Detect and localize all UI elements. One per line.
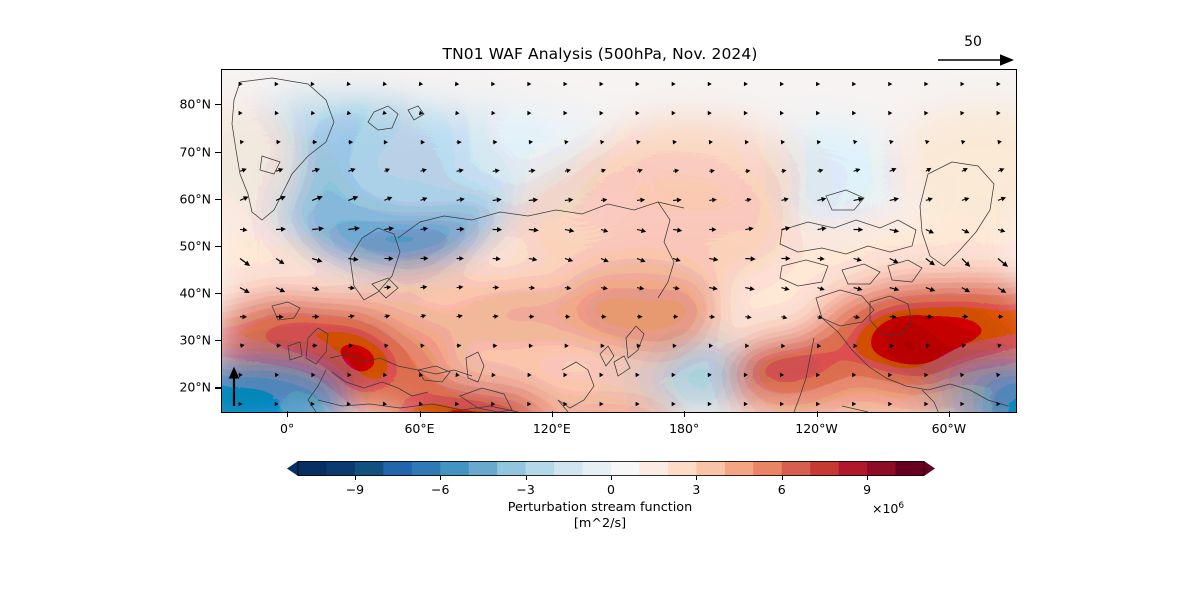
colorbar-title-line1: Perturbation stream function — [507, 500, 693, 515]
colorbar-tick-label: 3 — [692, 482, 701, 497]
y-tick-mark — [215, 151, 221, 153]
colorbar-tick-mark — [867, 476, 869, 480]
y-tick-label: 50°N — [179, 238, 211, 254]
colorbar-offset-base: ×10 — [872, 501, 899, 517]
y-tick-mark — [215, 245, 221, 247]
x-tick-mark — [948, 411, 950, 417]
chart-title: TN01 WAF Analysis (500hPa, Nov. 2024) — [442, 45, 758, 63]
x-tick-mark — [684, 411, 686, 417]
colorbar[interactable] — [287, 461, 935, 476]
x-tick-mark — [551, 411, 553, 417]
coastlines — [231, 77, 1009, 412]
y-tick-mark — [215, 198, 221, 200]
colorbar-offset-text: ×106 — [872, 501, 904, 516]
x-tick-label: 60°E — [404, 421, 435, 436]
colorbar-tick-mark — [354, 476, 356, 480]
x-tick-label: 120°E — [532, 421, 571, 436]
colorbar-tick-label: −6 — [431, 482, 450, 497]
colorbar-tick-label: −9 — [345, 482, 365, 497]
y-tick-label: 70°N — [179, 144, 211, 160]
y-tick-mark — [215, 340, 221, 342]
quiver-key-arrow — [938, 54, 1014, 66]
map-axes — [221, 69, 1017, 413]
map-field — [222, 70, 1016, 412]
quiver-key-label: 50 — [964, 34, 982, 50]
colorbar-tick-mark — [525, 476, 527, 480]
y-tick-mark — [215, 293, 221, 295]
colorbar-tick-mark — [440, 476, 442, 480]
x-tick-label: 60°W — [931, 421, 967, 436]
y-tick-label: 30°N — [179, 332, 211, 348]
y-tick-label: 60°N — [179, 191, 211, 207]
x-tick-label: 180° — [669, 421, 700, 436]
y-tick-label: 20°N — [179, 379, 211, 395]
y-tick-label: 80°N — [179, 96, 211, 112]
x-tick-mark — [816, 411, 818, 417]
colorbar-tick-mark — [696, 476, 698, 480]
colorbar-tick-label: −3 — [516, 482, 535, 497]
x-tick-label: 120°W — [795, 421, 838, 436]
colorbar-tick-label: 0 — [607, 482, 615, 497]
x-tick-label: 0° — [280, 421, 295, 436]
colorbar-tick-label: 9 — [863, 482, 872, 497]
y-tick-mark — [215, 104, 221, 106]
x-tick-mark — [419, 411, 421, 417]
x-tick-mark — [287, 411, 289, 417]
colorbar-tick-mark — [611, 476, 613, 480]
colorbar-tick-label: 6 — [777, 482, 786, 497]
y-tick-label: 40°N — [179, 285, 211, 301]
colorbar-offset-exponent: 6 — [898, 501, 905, 511]
colorbar-title-line2: [m^2/s] — [573, 516, 627, 531]
quiver-waf-vectors — [228, 81, 1008, 407]
colorbar-gradient — [287, 461, 935, 476]
colorbar-tick-mark — [781, 476, 783, 480]
quiver-key: 50 — [938, 34, 1018, 70]
contourf-stream-function — [222, 70, 1016, 412]
y-tick-mark — [215, 387, 221, 389]
colorbar-title: Perturbation stream function [m^2/s] — [0, 500, 1200, 532]
